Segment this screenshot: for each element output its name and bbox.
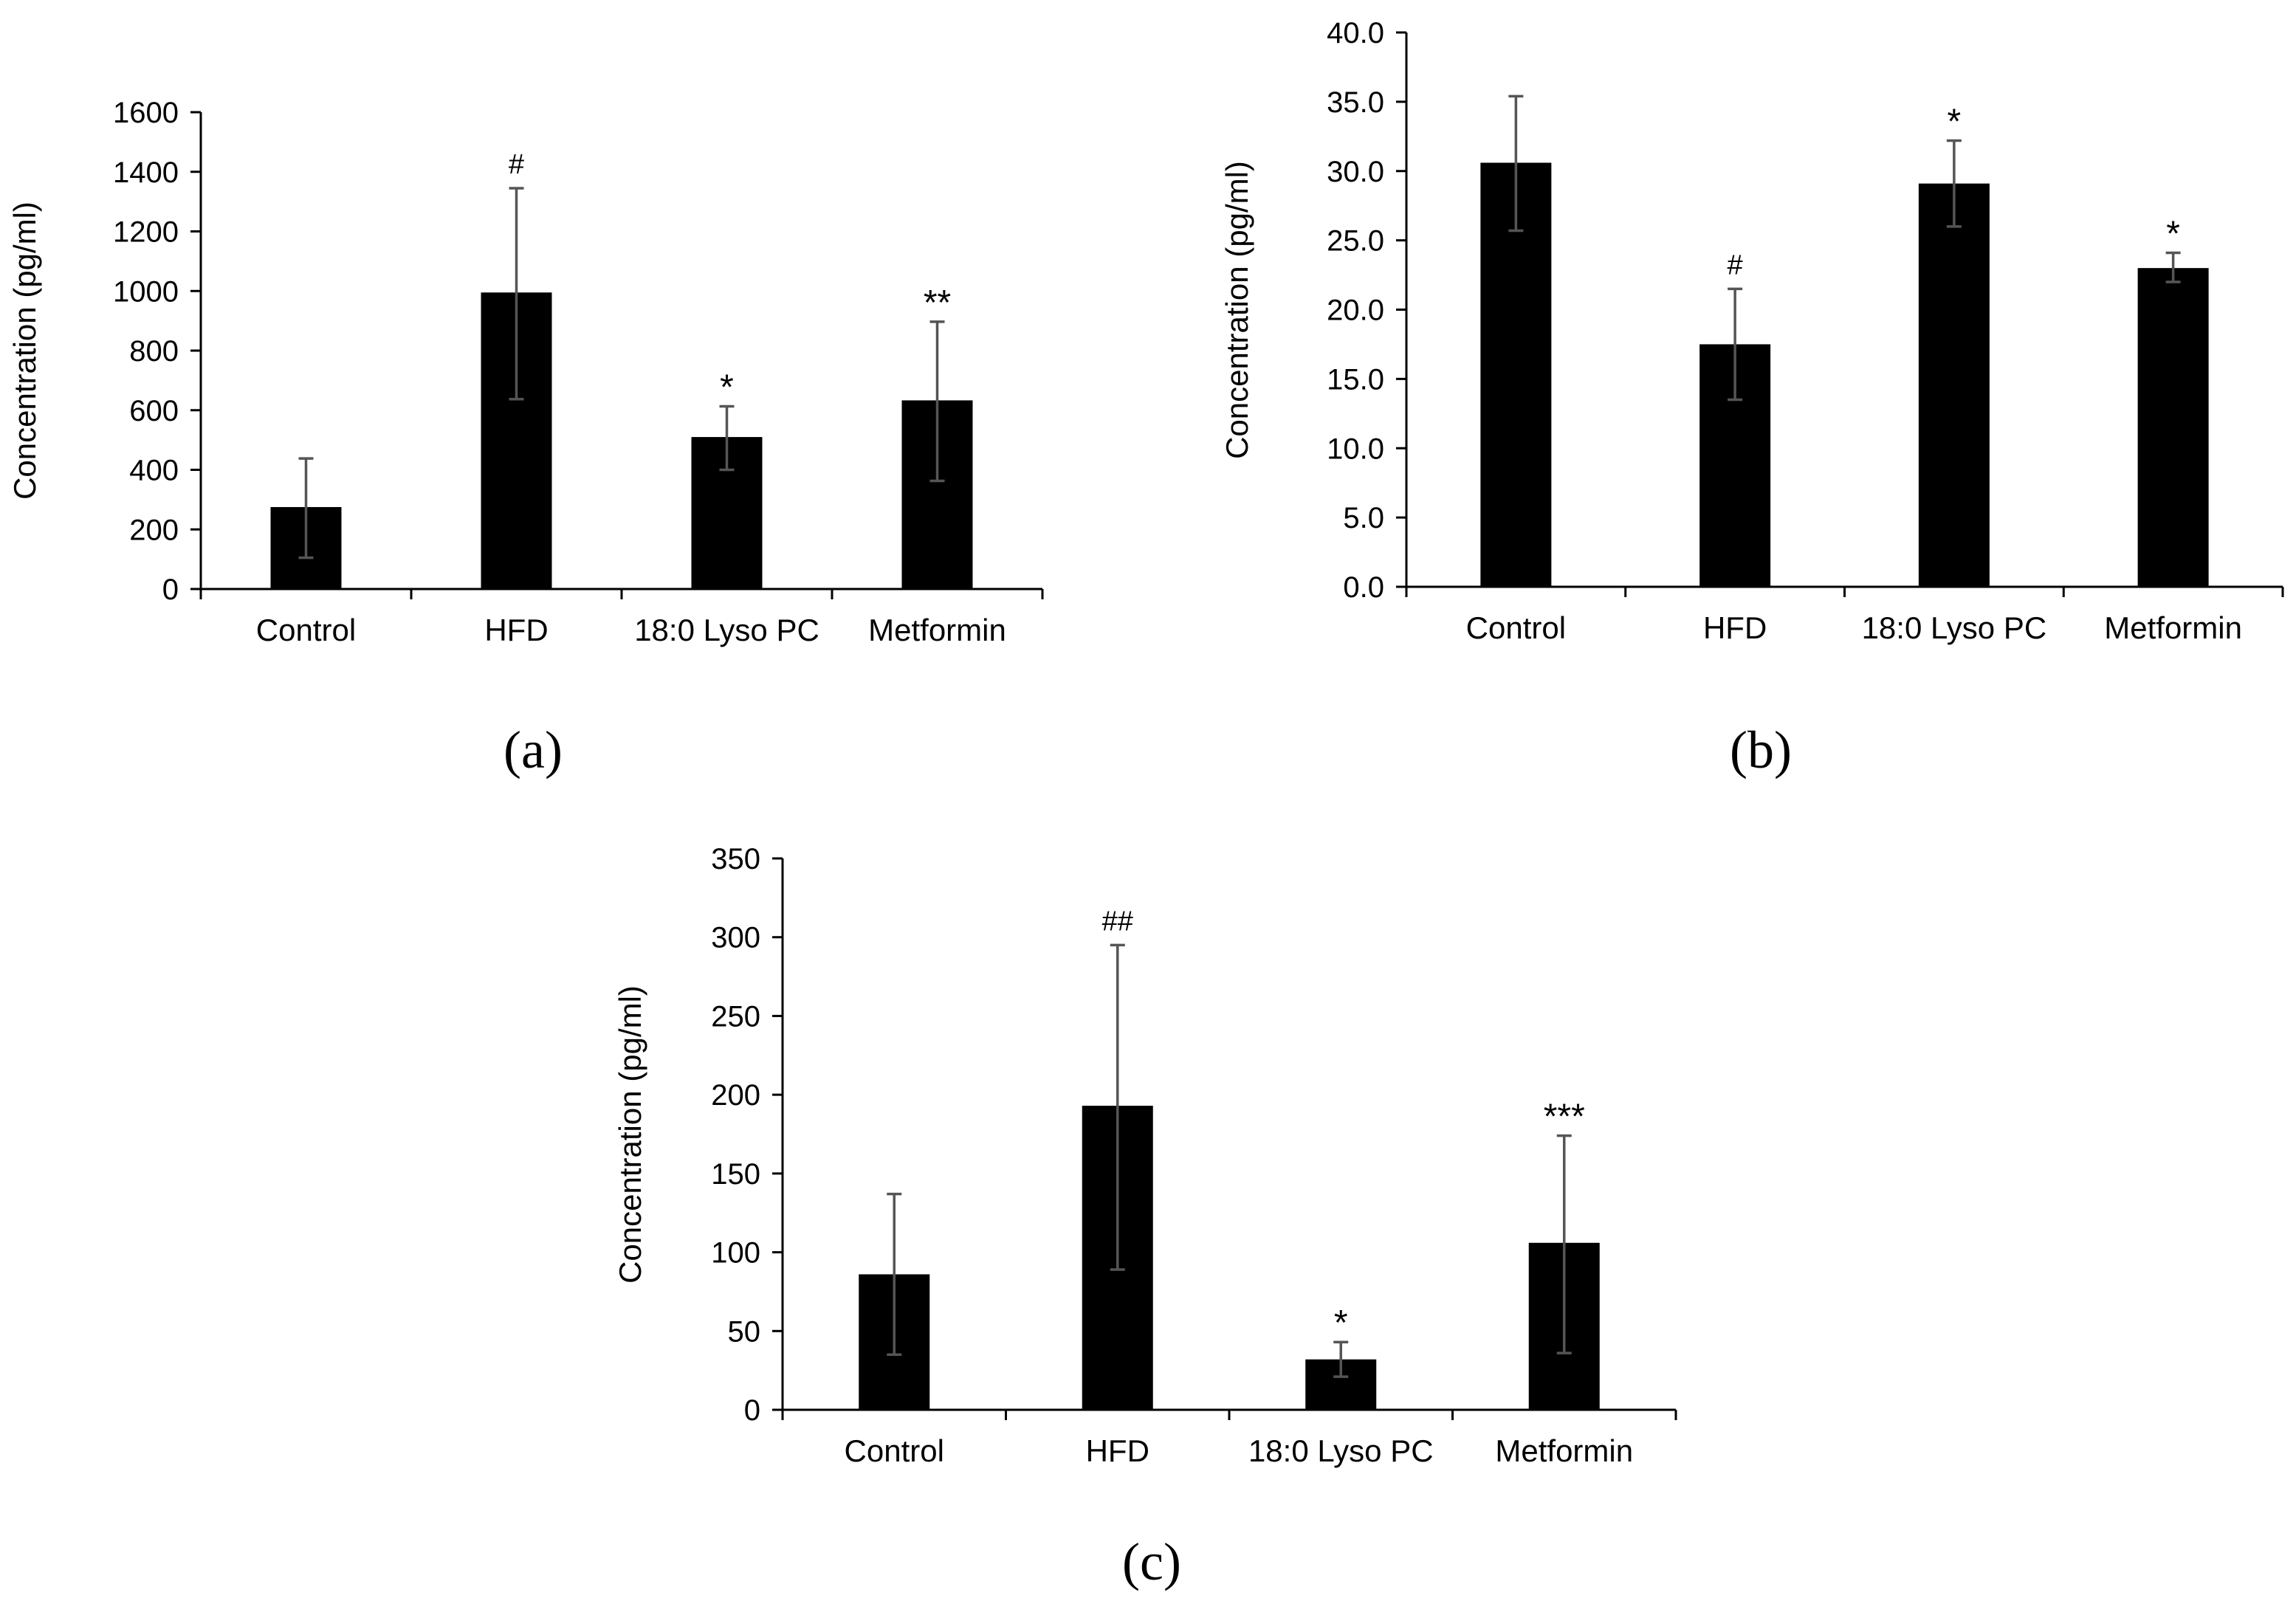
bar-control <box>1480 162 1552 588</box>
y-tick-label: 40.0 <box>1327 17 1384 49</box>
category-label: 18:0 Lyso PC <box>1248 1433 1434 1468</box>
y-tick-label: 200 <box>711 1079 760 1112</box>
significance-marker: # <box>1728 249 1743 280</box>
category-label: Control <box>845 1433 944 1468</box>
y-axis-label: Concentration (pg/ml) <box>7 202 42 500</box>
bar-metformin <box>2137 268 2209 587</box>
significance-marker: ## <box>1102 906 1133 937</box>
y-tick-label: 100 <box>711 1237 760 1270</box>
significance-marker: * <box>720 368 734 407</box>
bar-18-0-lyso-pc <box>1918 183 1990 587</box>
y-tick-label: 30.0 <box>1327 156 1384 188</box>
y-tick-label: 0 <box>162 574 179 606</box>
y-tick-label: 10.0 <box>1327 433 1384 465</box>
y-tick-label: 50 <box>728 1315 761 1348</box>
y-tick-label: 150 <box>711 1158 760 1191</box>
y-tick-label: 20.0 <box>1327 295 1384 327</box>
significance-marker: ** <box>924 283 951 323</box>
category-label: HFD <box>484 613 548 647</box>
y-tick-label: 35.0 <box>1327 86 1384 119</box>
y-tick-label: 0 <box>744 1394 760 1427</box>
y-tick-label: 0.0 <box>1343 571 1384 604</box>
significance-marker: * <box>1334 1304 1348 1343</box>
category-label: Control <box>256 613 356 647</box>
y-tick-label: 1600 <box>113 97 179 129</box>
y-tick-label: 300 <box>711 922 760 954</box>
category-label: Metformin <box>868 613 1006 647</box>
category-label: 18:0 Lyso PC <box>1862 610 2047 645</box>
panel-label-c: (c) <box>1122 1532 1181 1591</box>
y-tick-label: 800 <box>129 335 179 368</box>
category-label: Metformin <box>1495 1433 1633 1468</box>
y-tick-label: 400 <box>129 455 179 487</box>
significance-marker: * <box>1948 102 1962 141</box>
category-label: 18:0 Lyso PC <box>634 613 819 647</box>
panel-label-b: (b) <box>1730 720 1792 779</box>
category-label: Metformin <box>2104 610 2242 645</box>
y-tick-label: 25.0 <box>1327 225 1384 258</box>
y-tick-label: 200 <box>129 514 179 546</box>
chart-panel-a: 0 200 400 600 800 1000 1200 1400 1600 Concentrati… <box>7 97 1044 647</box>
y-tick-label: 15.0 <box>1327 363 1384 396</box>
y-tick-label: 350 <box>711 843 760 875</box>
y-tick-label: 600 <box>129 395 179 427</box>
category-label: HFD <box>1703 610 1767 645</box>
chart-panel-c: 0 50 100 150 200 250 300 350 Concentration (pg/m… <box>613 843 1677 1468</box>
significance-marker: *** <box>1544 1098 1585 1137</box>
significance-marker: # <box>509 149 524 180</box>
panel-label-a: (a) <box>503 720 563 779</box>
category-label: HFD <box>1086 1433 1149 1468</box>
y-axis-label: Concentration (pg/ml) <box>1220 161 1254 459</box>
y-tick-label: 1400 <box>113 156 179 189</box>
significance-marker: * <box>2166 215 2180 254</box>
y-tick-label: 5.0 <box>1343 502 1384 534</box>
y-tick-label: 1200 <box>113 216 179 249</box>
chart-panel-b: 0.0 5.0 10.0 15.0 20.0 25.0 30.0 35.0 40.0 Concen… <box>1220 17 2284 645</box>
y-axis-label: Concentration (pg/ml) <box>613 985 647 1284</box>
y-tick-label: 1000 <box>113 275 179 308</box>
category-label: Control <box>1466 610 1566 645</box>
y-tick-label: 250 <box>711 1000 760 1033</box>
